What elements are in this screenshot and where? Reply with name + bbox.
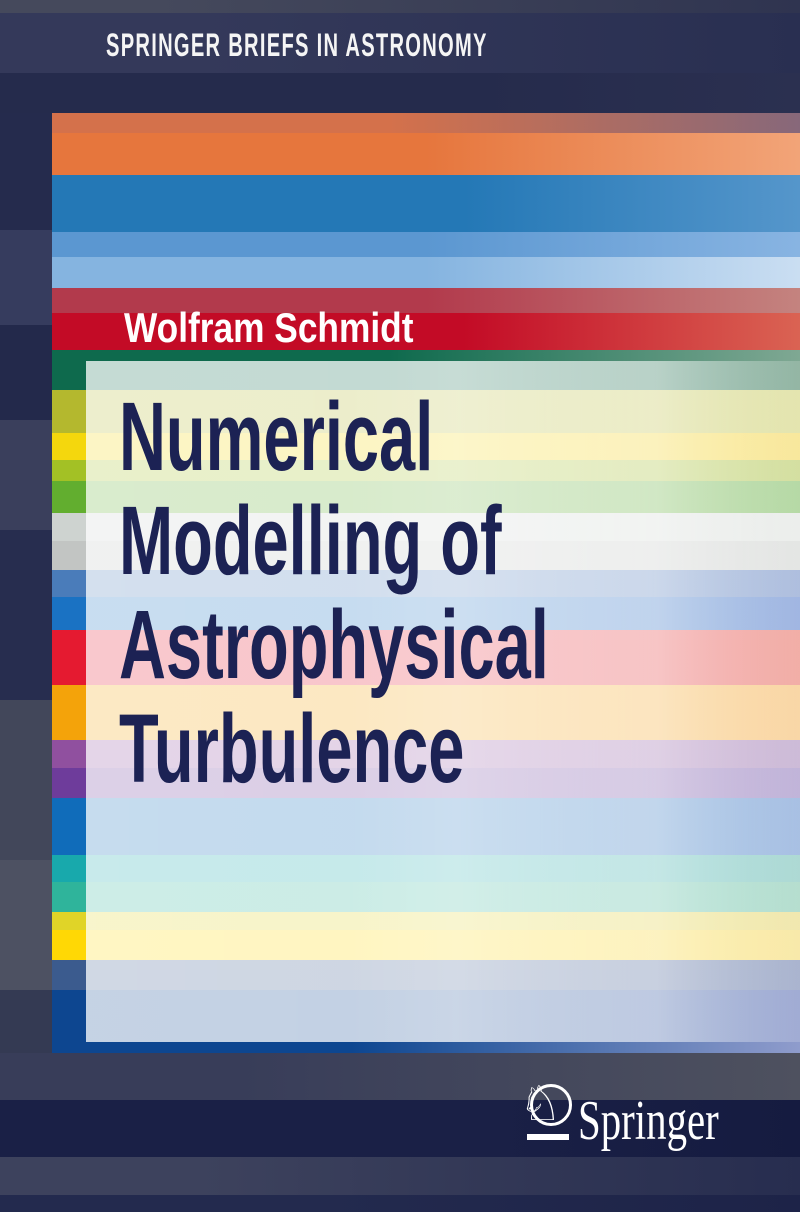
series-title: SPRINGER BRIEFS IN ASTRONOMY [106,27,488,63]
title-line-4: Turbulence [119,694,465,803]
color-stripe [0,113,52,230]
color-stripe [0,860,52,990]
publisher-logo: ♘ Springer [519,1076,749,1162]
springer-logo-baseline-bar [527,1134,569,1140]
color-stripe [52,232,800,257]
color-stripe [0,325,52,420]
left-margin-bands [0,113,52,1053]
color-stripe [0,13,800,73]
title-panel [86,361,800,1042]
color-stripe [0,700,52,860]
author-name: Wolfram Schmidt [124,304,414,351]
color-stripe [0,73,800,113]
color-stripe [52,257,800,288]
color-stripe [0,990,52,1053]
color-stripe [0,1100,800,1157]
publisher-wordmark: Springer [578,1090,719,1152]
color-stripe [0,0,800,13]
color-stripe [0,530,52,700]
color-stripe [52,175,800,232]
book-title: Numerical Modelling of Astrophysical Tur… [119,385,549,801]
color-stripe [0,420,52,530]
title-line-1: Numerical [119,382,434,491]
color-stripe [0,230,52,325]
color-stripe [52,288,800,313]
title-line-2: Modelling of [119,486,502,595]
color-stripe [52,113,800,133]
color-stripe [0,1157,800,1195]
color-stripe [0,1195,800,1212]
color-stripe [52,313,800,350]
color-stripe [52,133,800,175]
springer-horse-icon: ♘ [519,1076,563,1132]
springer-horse-circle-icon [530,1084,572,1126]
color-stripe [0,1053,800,1100]
title-line-3: Astrophysical [119,590,549,699]
